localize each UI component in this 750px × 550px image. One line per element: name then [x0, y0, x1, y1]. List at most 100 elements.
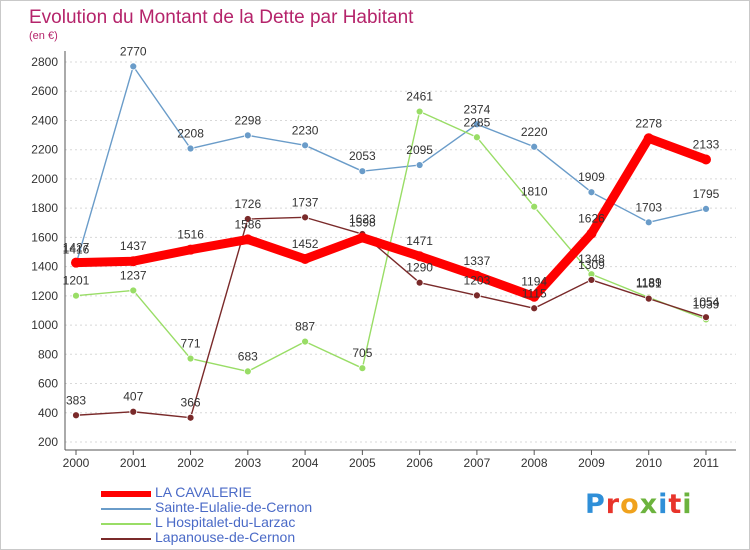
data-point — [301, 337, 309, 346]
x-tick-label: 2011 — [693, 456, 719, 470]
data-label: 1309 — [578, 258, 605, 272]
data-point — [644, 218, 653, 227]
chart-title: Evolution du Montant de la Dette par Hab… — [29, 7, 414, 28]
data-label: 683 — [238, 349, 258, 363]
y-tick-label: 400 — [38, 406, 58, 420]
logo-letter: i — [658, 489, 669, 520]
x-tick-label: 2008 — [521, 456, 548, 470]
data-point — [72, 291, 80, 300]
y-tick-label: 1400 — [31, 260, 58, 274]
data-label: 1054 — [693, 295, 720, 309]
legend-label-lapanouse: Lapanouse-de-Cernon — [155, 529, 296, 545]
data-point — [644, 294, 653, 303]
data-point — [415, 161, 424, 169]
data-label: 1201 — [63, 274, 90, 288]
data-point — [301, 213, 309, 222]
logo-letter: r — [605, 489, 621, 520]
data-label: 771 — [181, 337, 201, 351]
data-point — [473, 120, 481, 129]
data-label: 1703 — [635, 200, 662, 214]
data-point — [243, 367, 252, 376]
data-label: 2285 — [464, 115, 491, 129]
data-point — [301, 141, 309, 150]
legend-label-la-cavalerie: LA CAVALERIE — [155, 484, 252, 500]
x-tick-label: 2001 — [120, 456, 147, 470]
data-point — [358, 167, 367, 176]
data-point — [129, 62, 138, 71]
data-label: 1290 — [406, 261, 433, 275]
x-tick-label: 2005 — [349, 456, 376, 470]
data-point — [702, 204, 710, 213]
data-point — [357, 232, 368, 243]
x-tick-label: 2007 — [464, 456, 491, 470]
data-label: 2298 — [234, 113, 261, 127]
chart-subtitle: (en €) — [29, 30, 58, 42]
data-point — [471, 270, 482, 281]
logo-letter: o — [620, 489, 640, 520]
legend-swatch-la-cavalerie — [101, 491, 151, 497]
y-tick-label: 2400 — [31, 113, 58, 127]
logo-letter: x — [639, 489, 659, 520]
y-tick-label: 600 — [38, 377, 58, 391]
data-label: 2095 — [406, 143, 433, 157]
data-point — [129, 407, 138, 416]
data-label: 1909 — [578, 170, 605, 184]
data-label: 1189 — [636, 275, 662, 289]
data-point — [186, 413, 195, 422]
x-tick-label: 2009 — [578, 456, 605, 470]
data-point — [530, 202, 539, 211]
data-point — [129, 286, 138, 295]
data-label: 2770 — [120, 44, 147, 58]
data-point — [529, 291, 540, 302]
data-label: 1586 — [234, 217, 261, 231]
data-label: 383 — [66, 393, 86, 407]
data-point — [702, 313, 710, 322]
data-label: 1623 — [349, 212, 376, 226]
data-label: 2230 — [292, 123, 319, 137]
data-point — [71, 257, 81, 268]
data-label: 887 — [295, 320, 315, 334]
y-tick-label: 800 — [38, 347, 58, 361]
data-label: 1181 — [636, 277, 662, 291]
legend-label-hospitalet: L Hospitalet-du-Larzac — [155, 514, 296, 530]
data-label: 407 — [123, 390, 143, 404]
y-tick-label: 2200 — [31, 143, 58, 157]
data-point — [473, 291, 481, 300]
data-point — [701, 154, 711, 165]
series-line — [71, 133, 711, 302]
data-point — [473, 133, 481, 142]
x-tick-label: 2002 — [177, 456, 204, 470]
data-label: 2461 — [406, 90, 433, 104]
data-point — [415, 107, 424, 116]
data-point — [128, 256, 139, 267]
data-label: 1427 — [63, 241, 90, 255]
data-point — [587, 276, 596, 284]
series-line — [75, 65, 707, 265]
y-tick-label: 2800 — [31, 55, 58, 69]
y-tick-label: 1200 — [31, 289, 58, 303]
data-point — [414, 251, 425, 262]
data-label: 2220 — [521, 125, 548, 139]
y-tick-label: 1600 — [31, 230, 58, 244]
data-point — [643, 133, 654, 144]
logo-letter: P — [585, 489, 606, 520]
legend-swatch-sainte-eulalie — [101, 508, 151, 510]
data-label: 1437 — [120, 239, 147, 253]
data-label: 1726 — [234, 197, 261, 211]
data-label: 1795 — [693, 187, 720, 201]
data-label: 1337 — [464, 254, 491, 268]
data-label: 2278 — [635, 116, 662, 130]
data-point — [587, 188, 596, 197]
x-tick-label: 2004 — [292, 456, 319, 470]
data-label: 1452 — [292, 237, 319, 251]
data-label: 1737 — [292, 195, 319, 209]
data-label: 366 — [181, 396, 201, 410]
series-line — [75, 216, 707, 419]
x-tick-label: 2006 — [406, 456, 433, 470]
series-line — [75, 110, 707, 373]
x-tick-label: 2003 — [234, 456, 261, 470]
y-tick-label: 1000 — [31, 318, 58, 332]
data-point — [243, 131, 252, 140]
data-label: 1039 — [693, 297, 720, 311]
